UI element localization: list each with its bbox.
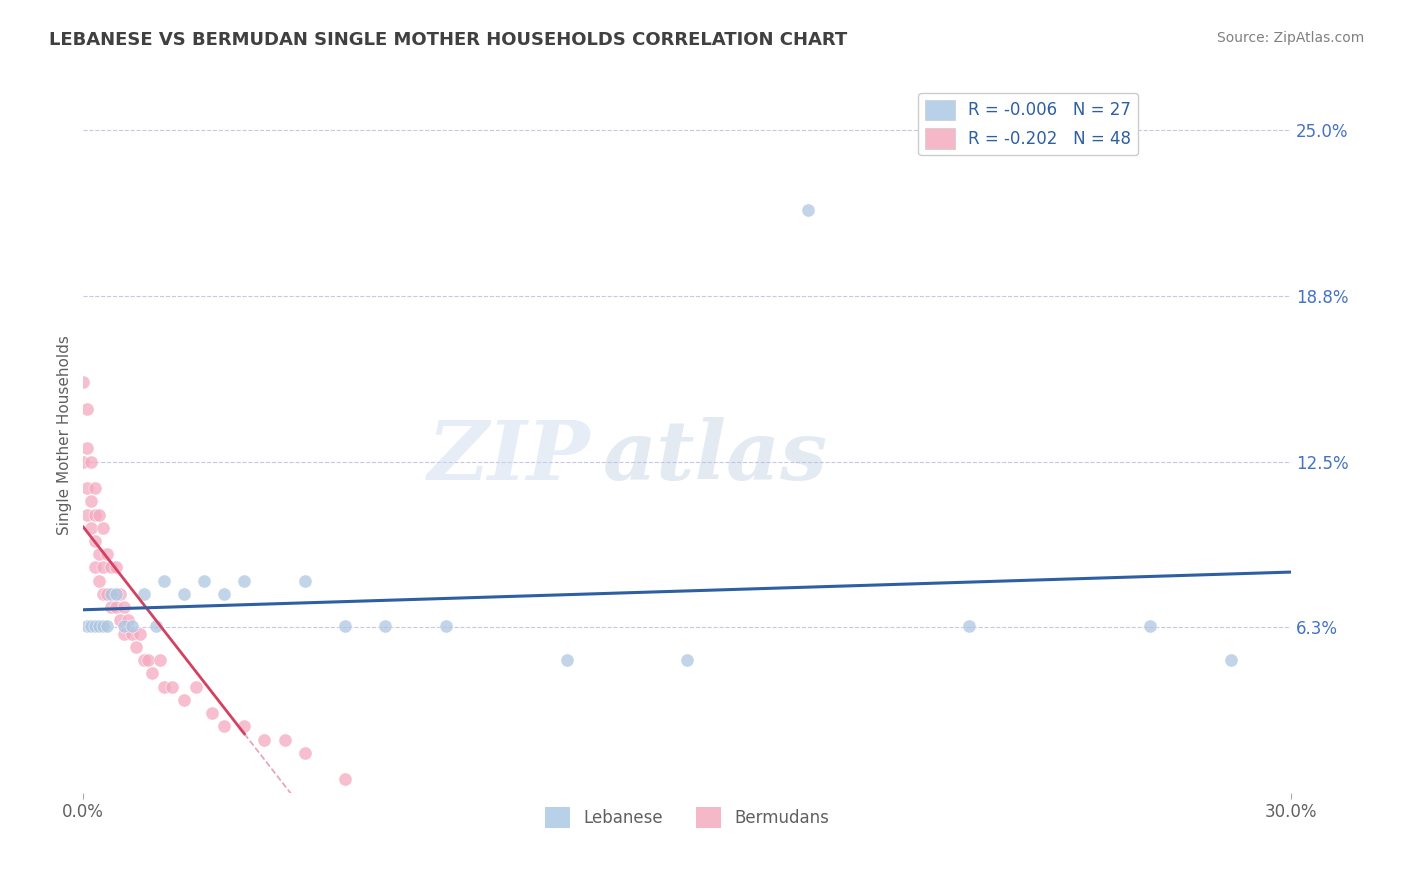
Point — [212, 587, 235, 601]
Point — [153, 574, 176, 588]
Point — [1219, 653, 1241, 667]
Point — [108, 614, 131, 628]
Point — [96, 587, 118, 601]
Point — [112, 626, 135, 640]
Point — [333, 772, 356, 787]
Point — [96, 547, 118, 561]
Point — [160, 680, 183, 694]
Point — [104, 587, 127, 601]
Point — [84, 619, 107, 633]
Point — [93, 521, 115, 535]
Legend: Lebanese, Bermudans: Lebanese, Bermudans — [538, 801, 837, 834]
Point — [80, 494, 103, 508]
Point — [89, 619, 111, 633]
Text: LEBANESE VS BERMUDAN SINGLE MOTHER HOUSEHOLDS CORRELATION CHART: LEBANESE VS BERMUDAN SINGLE MOTHER HOUSE… — [49, 31, 848, 49]
Point — [128, 626, 150, 640]
Point — [294, 746, 316, 760]
Point — [100, 587, 122, 601]
Point — [141, 666, 163, 681]
Point — [100, 600, 122, 615]
Point — [112, 600, 135, 615]
Text: Source: ZipAtlas.com: Source: ZipAtlas.com — [1216, 31, 1364, 45]
Point — [117, 614, 139, 628]
Point — [124, 640, 146, 654]
Point — [100, 560, 122, 574]
Point — [184, 680, 207, 694]
Point — [104, 560, 127, 574]
Point — [89, 547, 111, 561]
Point — [93, 619, 115, 633]
Point — [84, 560, 107, 574]
Point — [84, 508, 107, 522]
Point — [555, 653, 578, 667]
Point — [108, 587, 131, 601]
Point — [93, 560, 115, 574]
Point — [76, 619, 98, 633]
Point — [121, 619, 143, 633]
Y-axis label: Single Mother Households: Single Mother Households — [58, 335, 72, 535]
Point — [273, 732, 295, 747]
Point — [96, 619, 118, 633]
Point — [93, 587, 115, 601]
Point — [676, 653, 699, 667]
Point — [84, 481, 107, 495]
Point — [233, 574, 256, 588]
Point — [253, 732, 276, 747]
Point — [233, 719, 256, 733]
Point — [294, 574, 316, 588]
Point — [104, 600, 127, 615]
Point — [76, 401, 98, 416]
Point — [72, 375, 94, 389]
Point — [132, 587, 155, 601]
Point — [201, 706, 224, 721]
Point — [173, 693, 195, 707]
Point — [80, 454, 103, 468]
Point — [1139, 619, 1161, 633]
Point — [80, 521, 103, 535]
Point — [121, 626, 143, 640]
Point — [132, 653, 155, 667]
Point — [89, 508, 111, 522]
Point — [136, 653, 159, 667]
Point — [76, 508, 98, 522]
Point — [145, 619, 167, 633]
Point — [797, 202, 820, 217]
Point — [173, 587, 195, 601]
Point — [149, 653, 172, 667]
Point — [76, 442, 98, 456]
Point — [434, 619, 457, 633]
Text: atlas: atlas — [603, 417, 828, 497]
Point — [193, 574, 215, 588]
Point — [72, 454, 94, 468]
Point — [112, 619, 135, 633]
Point — [84, 534, 107, 549]
Point — [957, 619, 980, 633]
Point — [374, 619, 396, 633]
Point — [333, 619, 356, 633]
Point — [153, 680, 176, 694]
Point — [89, 574, 111, 588]
Point — [80, 619, 103, 633]
Text: ZIP: ZIP — [427, 417, 591, 497]
Point — [76, 481, 98, 495]
Point — [212, 719, 235, 733]
